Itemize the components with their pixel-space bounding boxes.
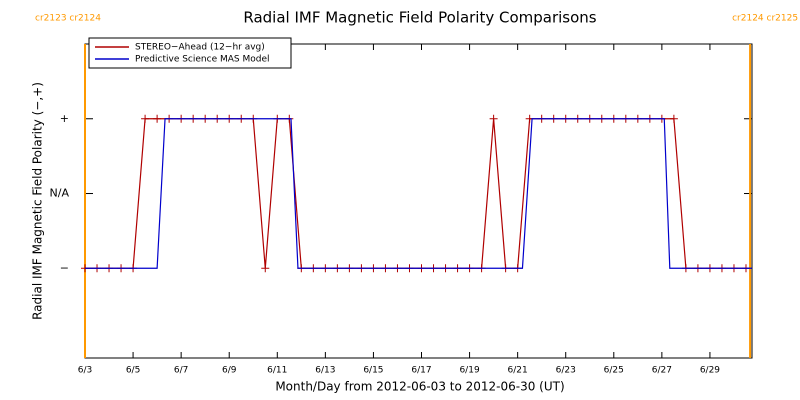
x-tick-label: 6/29 xyxy=(700,366,720,376)
x-tick-label: 6/7 xyxy=(174,366,188,376)
x-tick-label: 6/25 xyxy=(604,366,624,376)
x-tick-label: 6/17 xyxy=(411,366,431,376)
x-tick-label: 6/9 xyxy=(222,366,237,376)
rotation-label: cr2123 cr2124 xyxy=(35,14,101,24)
x-tick-label: 6/27 xyxy=(652,366,672,376)
point-marker xyxy=(489,114,498,123)
y-axis-label: Radial IMF Magnetic Field Polarity (−,+) xyxy=(31,82,45,320)
legend-box xyxy=(88,37,292,69)
rotation-label: cr2124 cr2125 xyxy=(732,14,798,24)
point-marker xyxy=(141,114,150,123)
legend-label: Predictive Science MAS Model xyxy=(135,55,270,65)
x-tick-label: 6/19 xyxy=(459,366,479,376)
x-tick-label: 6/11 xyxy=(267,366,287,376)
y-tick-label: N/A xyxy=(50,187,70,200)
x-tick-label: 6/15 xyxy=(363,366,383,376)
point-marker xyxy=(669,114,678,123)
point-marker xyxy=(261,264,270,273)
y-tick-label: + xyxy=(60,112,69,125)
x-tick-label: 6/21 xyxy=(508,366,528,376)
x-tick-label: 6/3 xyxy=(78,366,92,376)
x-tick-label: 6/13 xyxy=(315,366,335,376)
x-axis-label: Month/Day from 2012-06-03 to 2012-06-30 … xyxy=(275,380,564,394)
x-tick-label: 6/23 xyxy=(556,366,576,376)
series-line xyxy=(85,118,752,269)
x-tick-label: 6/5 xyxy=(126,366,140,376)
y-tick-label: − xyxy=(60,261,69,274)
legend-label: STEREO−Ahead (12−hr avg) xyxy=(135,43,265,53)
chart-title: Radial IMF Magnetic Field Polarity Compa… xyxy=(243,9,596,27)
point-marker xyxy=(153,114,162,123)
